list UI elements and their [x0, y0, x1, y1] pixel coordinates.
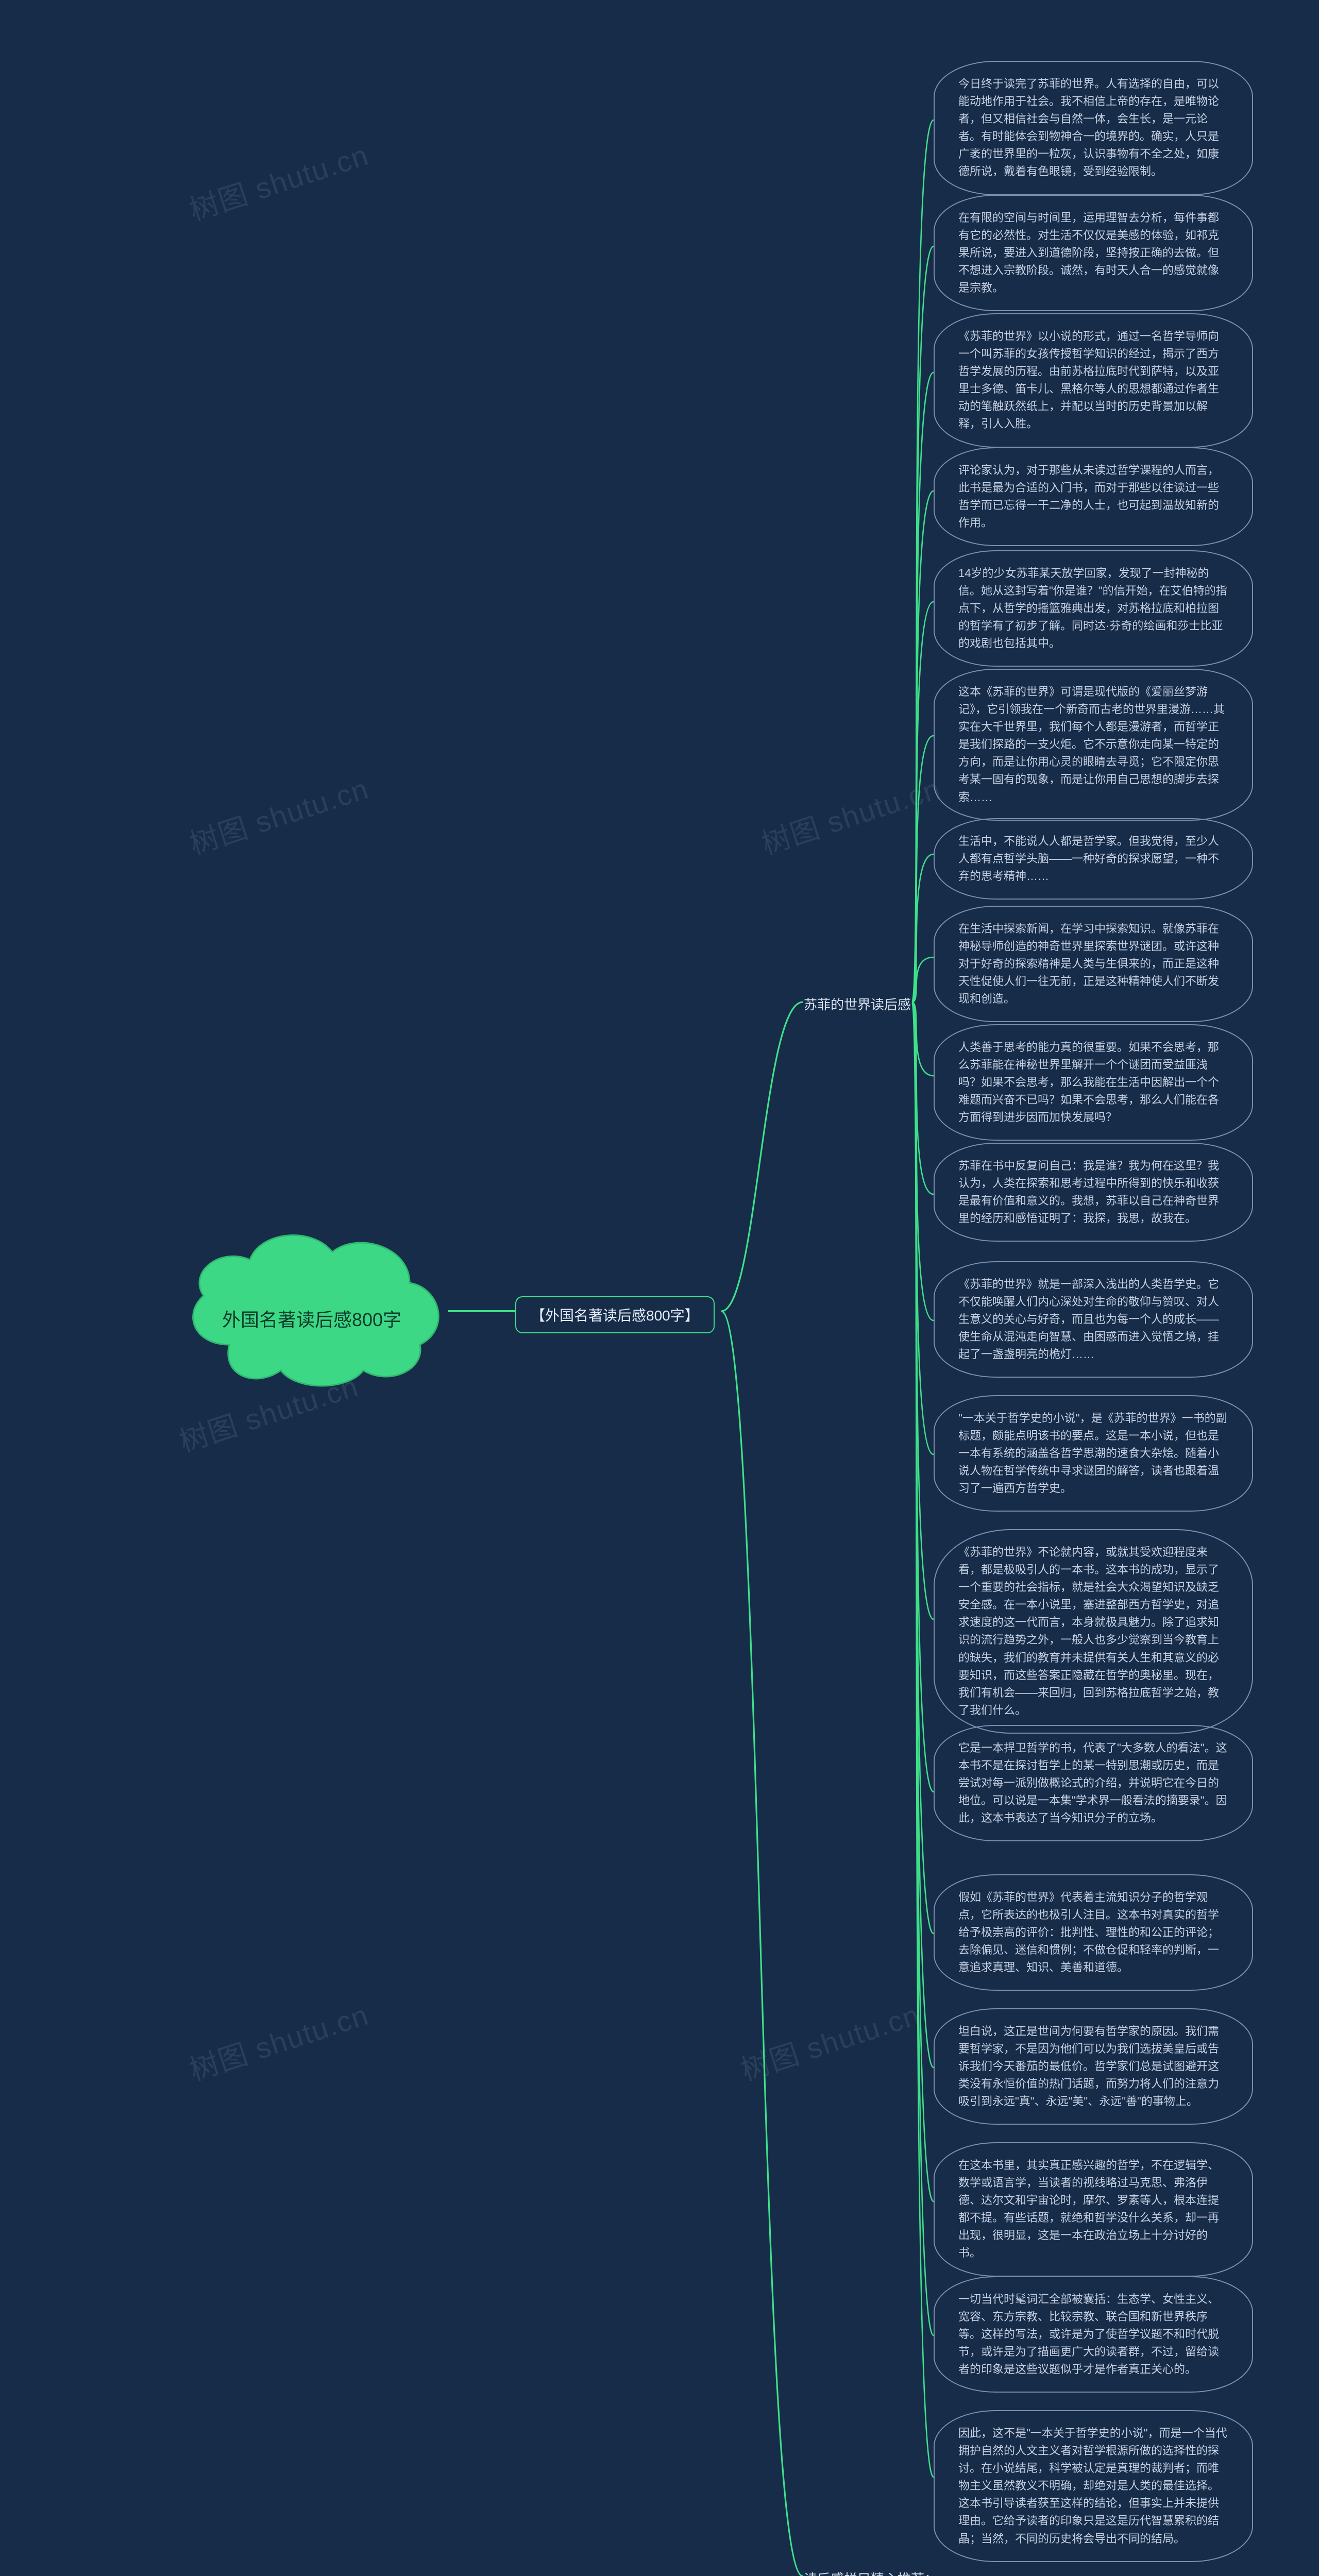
- leaf-node[interactable]: 它是一本捍卫哲学的书，代表了"大多数人的看法"。这本书不是在探讨哲学上的某一特别…: [934, 1725, 1253, 1841]
- leaf-node[interactable]: 因此，这不是"一本关于哲学史的小说"，而是一个当代拥护自然的人文主义者对哲学根源…: [934, 2410, 1253, 2562]
- leaf-node[interactable]: 生活中，不能说人人都是哲学家。但我觉得，至少人人都有点哲学头脑——一种好奇的探求…: [934, 818, 1253, 900]
- leaf-node[interactable]: 人类善于思考的能力真的很重要。如果不会思考，那么苏菲能在神秘世界里解开一个个谜团…: [934, 1024, 1253, 1141]
- branch-label-2[interactable]: 读后感栏目精心推荐：: [804, 2569, 938, 2576]
- watermark: 树图 shutu.cn: [183, 766, 374, 863]
- leaf-text: 在生活中探索新闻，在学习中探索知识。就像苏菲在神秘导师创造的神奇世界里探索世界谜…: [958, 920, 1228, 1008]
- leaf-node[interactable]: 《苏菲的世界》以小说的形式，通过一名哲学导师向一个叫苏菲的女孩传授哲学知识的经过…: [934, 313, 1253, 448]
- leaf-text: 今日终于读完了苏菲的世界。人有选择的自由，可以能动地作用于社会。我不相信上帝的存…: [958, 75, 1228, 181]
- leaf-text: 生活中，不能说人人都是哲学家。但我觉得，至少人人都有点哲学头脑——一种好奇的探求…: [958, 833, 1228, 885]
- branch-label-1[interactable]: 苏菲的世界读后感: [804, 994, 911, 1013]
- leaf-node[interactable]: 评论家认为，对于那些从未读过哲学课程的人而言，此书是最为合适的入门书，而对于那些…: [934, 447, 1253, 546]
- leaf-text: 在有限的空间与时间里，运用理智去分析，每件事都有它的必然性。对生活不仅仅是美感的…: [958, 209, 1228, 297]
- leaf-text: 在这本书里，其实真正感兴趣的哲学，不在逻辑学、数学或语言学，当读者的视线略过马克…: [958, 2157, 1228, 2262]
- leaf-text: 《苏菲的世界》就是一部深入浅出的人类哲学史。它不仅能唤醒人们内心深处对生命的敬仰…: [958, 1276, 1228, 1363]
- leaf-node[interactable]: 今日终于读完了苏菲的世界。人有选择的自由，可以能动地作用于社会。我不相信上帝的存…: [934, 61, 1253, 195]
- watermark: 树图 shutu.cn: [183, 1992, 374, 2089]
- subtitle-node[interactable]: 【外国名著读后感800字】: [515, 1296, 715, 1333]
- watermark: 树图 shutu.cn: [755, 766, 945, 863]
- leaf-node[interactable]: "一本关于哲学史的小说"，是《苏菲的世界》一书的副标题，颇能点明该书的要点。这是…: [934, 1395, 1253, 1512]
- subtitle-label: 【外国名著读后感800字】: [531, 1308, 699, 1324]
- leaf-text: 它是一本捍卫哲学的书，代表了"大多数人的看法"。这本书不是在探讨哲学上的某一特别…: [958, 1739, 1228, 1827]
- leaf-text: 评论家认为，对于那些从未读过哲学课程的人而言，此书是最为合适的入门书，而对于那些…: [958, 462, 1228, 532]
- leaf-node[interactable]: 在这本书里，其实真正感兴趣的哲学，不在逻辑学、数学或语言学，当读者的视线略过马克…: [934, 2142, 1253, 2277]
- root-label: 外国名著读后感800字: [222, 1305, 401, 1332]
- leaf-text: 因此，这不是"一本关于哲学史的小说"，而是一个当代拥护自然的人文主义者对哲学根源…: [958, 2425, 1228, 2548]
- leaf-node[interactable]: 坦白说，这正是世间为何要有哲学家的原因。我们需要哲学家，不是因为他们可以为我们选…: [934, 2008, 1253, 2125]
- leaf-node[interactable]: 苏菲在书中反复问自己：我是谁？我为何在这里？我认为，人类在探索和思考过程中所得到…: [934, 1143, 1253, 1242]
- watermark: 树图 shutu.cn: [735, 1992, 925, 2089]
- leaf-text: 坦白说，这正是世间为何要有哲学家的原因。我们需要哲学家，不是因为他们可以为我们选…: [958, 2023, 1228, 2110]
- mindmap-stage: 树图 shutu.cn 树图 shutu.cn 树图 shutu.cn 树图 s…: [0, 0, 1319, 2576]
- leaf-text: 人类善于思考的能力真的很重要。如果不会思考，那么苏菲能在神秘世界里解开一个个谜团…: [958, 1039, 1228, 1126]
- leaf-node[interactable]: 在有限的空间与时间里，运用理智去分析，每件事都有它的必然性。对生活不仅仅是美感的…: [934, 195, 1253, 311]
- leaf-text: 《苏菲的世界》不论就内容，或就其受欢迎程度来看，都是极吸引人的一本书。这本书的成…: [958, 1544, 1228, 1719]
- leaf-node[interactable]: 这本《苏菲的世界》可谓是现代版的《爱丽丝梦游记》，它引领我在一个新奇而古老的世界…: [934, 669, 1253, 821]
- leaf-text: 假如《苏菲的世界》代表着主流知识分子的哲学观点，它所表达的也极引人注目。这本书对…: [958, 1889, 1228, 1976]
- leaf-text: 这本《苏菲的世界》可谓是现代版的《爱丽丝梦游记》，它引领我在一个新奇而古老的世界…: [958, 683, 1228, 806]
- leaf-node[interactable]: 假如《苏菲的世界》代表着主流知识分子的哲学观点，它所表达的也极引人注目。这本书对…: [934, 1874, 1253, 1991]
- leaf-text: 苏菲在书中反复问自己：我是谁？我为何在这里？我认为，人类在探索和思考过程中所得到…: [958, 1157, 1228, 1227]
- leaf-node[interactable]: 14岁的少女苏菲某天放学回家，发现了一封神秘的信。她从这封写着"你是谁？"的信开…: [934, 550, 1253, 667]
- leaf-node[interactable]: 一切当代时髦词汇全部被囊括：生态学、女性主义、宽容、东方宗教、比较宗教、联合国和…: [934, 2276, 1253, 2393]
- leaf-text: 14岁的少女苏菲某天放学回家，发现了一封神秘的信。她从这封写着"你是谁？"的信开…: [958, 565, 1228, 652]
- watermark: 树图 shutu.cn: [183, 132, 374, 229]
- leaf-text: 一切当代时髦词汇全部被囊括：生态学、女性主义、宽容、东方宗教、比较宗教、联合国和…: [958, 2291, 1228, 2378]
- leaf-text: "一本关于哲学史的小说"，是《苏菲的世界》一书的副标题，颇能点明该书的要点。这是…: [958, 1410, 1228, 1497]
- root-node[interactable]: 外国名著读后感800字: [173, 1211, 451, 1396]
- leaf-node[interactable]: 在生活中探索新闻，在学习中探索知识。就像苏菲在神秘导师创造的神奇世界里探索世界谜…: [934, 906, 1253, 1022]
- leaf-text: 《苏菲的世界》以小说的形式，通过一名哲学导师向一个叫苏菲的女孩传授哲学知识的经过…: [958, 328, 1228, 433]
- leaf-node[interactable]: 《苏菲的世界》不论就内容，或就其受欢迎程度来看，都是极吸引人的一本书。这本书的成…: [934, 1529, 1253, 1734]
- leaf-node[interactable]: 《苏菲的世界》就是一部深入浅出的人类哲学史。它不仅能唤醒人们内心深处对生命的敬仰…: [934, 1261, 1253, 1378]
